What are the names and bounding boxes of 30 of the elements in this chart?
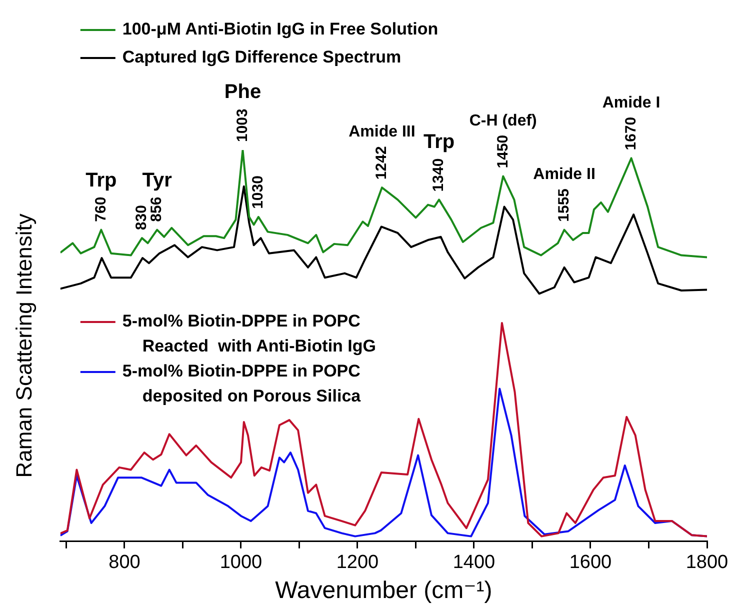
annotation: 1003 <box>234 108 251 142</box>
annotation: Phe <box>224 81 262 104</box>
annotation: 830 <box>133 205 150 230</box>
annotation: Amide II <box>533 166 596 183</box>
x-tick-label: 1800 <box>686 552 728 574</box>
legend-label: 5-mol% Biotin-DPPE in POPC deposited on Porous Silica <box>122 362 362 406</box>
y-axis-title: Raman Scattering Intensity <box>11 214 36 478</box>
x-tick-label: 1200 <box>336 552 379 574</box>
annotation: 856 <box>148 196 166 222</box>
annotation: 760 <box>92 196 110 222</box>
annotation: 1340 <box>430 158 448 192</box>
legend-label: 5-mol% Biotin-DPPE in POPC Reacted with Anti-Biotin IgG <box>122 312 376 356</box>
annotation: 1555 <box>555 188 572 222</box>
legend-label: 100-μM Anti-Biotin IgG in Free Solution <box>122 20 438 39</box>
annotation: 1242 <box>373 146 390 180</box>
x-tick-label: 1000 <box>220 552 262 574</box>
annotation: C-H (def) <box>469 112 537 130</box>
annotation: Trp <box>86 169 117 192</box>
annotation: 1670 <box>622 116 640 150</box>
legend-label: Captured IgG Difference Spectrum <box>122 48 402 67</box>
annotation: Amide III <box>348 124 416 141</box>
x-axis-title: Wavenumber (cm⁻¹) <box>275 577 492 604</box>
annotation: Amide I <box>602 94 660 112</box>
annotation: Trp <box>423 130 455 153</box>
x-tick-label: 800 <box>108 552 140 574</box>
annotation: Tyr <box>142 169 172 192</box>
x-tick-label: 1400 <box>452 552 496 574</box>
x-tick-label: 1600 <box>569 552 612 574</box>
annotation: 1450 <box>494 134 512 168</box>
annotation: 1030 <box>250 176 267 209</box>
